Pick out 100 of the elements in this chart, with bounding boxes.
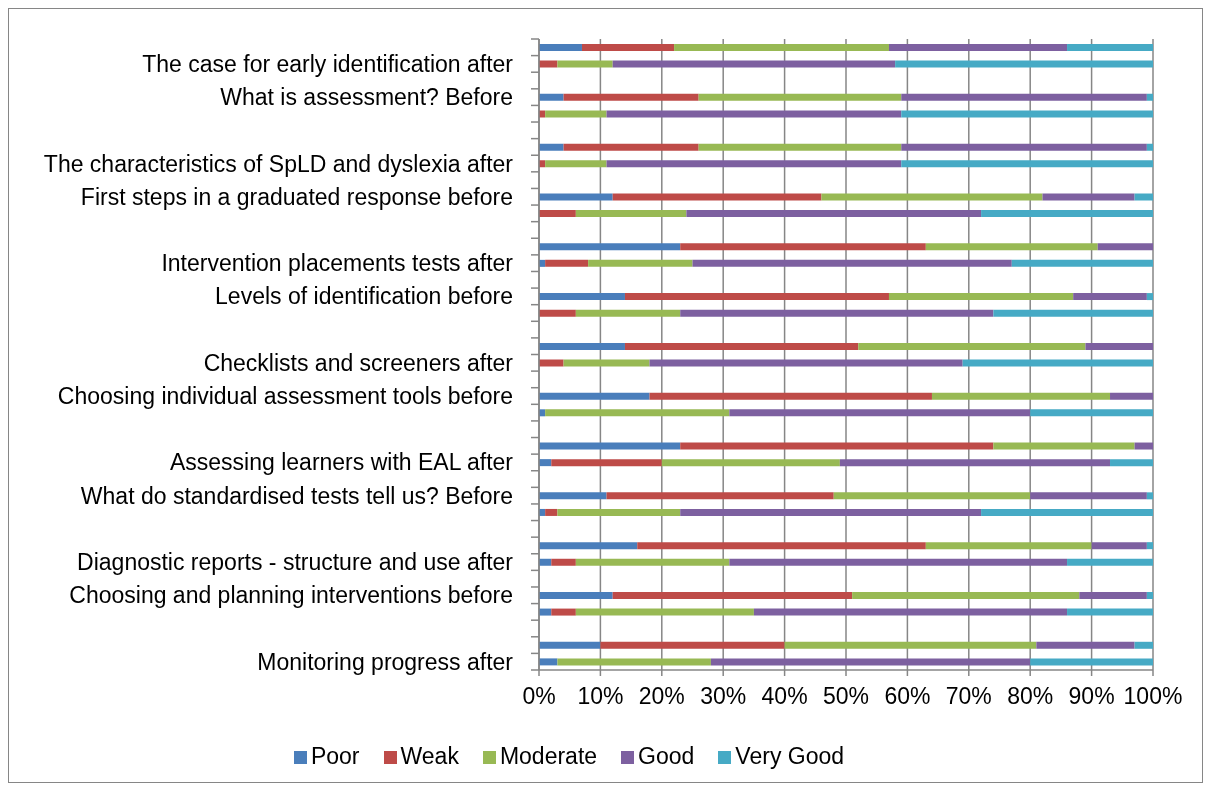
bar: [1097, 243, 1153, 251]
bar: [821, 193, 1043, 201]
y-tick-label: The case for early identification after: [142, 50, 514, 77]
bar: [1073, 293, 1147, 301]
bar: [557, 60, 613, 68]
bar: [888, 293, 1074, 301]
bar: [680, 243, 926, 251]
bar: [637, 542, 926, 550]
bar: [1067, 608, 1153, 616]
bar: [606, 492, 834, 500]
bar: [624, 342, 859, 350]
x-tick-label: 0%: [522, 683, 556, 710]
y-tick-label: Intervention placements tests after: [161, 250, 514, 277]
bar: [545, 110, 607, 118]
bar: [539, 392, 650, 400]
bar: [539, 210, 576, 218]
bar: [1134, 193, 1153, 201]
bar: [692, 259, 1012, 267]
bar: [557, 508, 681, 516]
bar: [612, 591, 853, 599]
x-tick-label: 60%: [884, 683, 931, 710]
bar: [1030, 492, 1147, 500]
bar: [575, 210, 687, 218]
bar: [698, 143, 902, 151]
bar: [1011, 259, 1153, 267]
bar: [839, 459, 1111, 467]
bar: [1030, 409, 1153, 417]
bar: [1134, 442, 1153, 450]
bar: [1042, 193, 1135, 201]
bar: [612, 60, 896, 68]
bar: [539, 658, 558, 666]
bar: [539, 143, 564, 151]
bar: [1036, 641, 1135, 649]
y-tick-label: Monitoring progress after: [257, 648, 514, 675]
bar: [551, 558, 576, 566]
bar: [674, 44, 889, 51]
x-tick-label: 70%: [945, 683, 992, 710]
bar: [551, 608, 576, 616]
bar: [539, 309, 576, 317]
bar: [981, 210, 1153, 218]
bar: [901, 143, 1147, 151]
bar: [539, 459, 552, 467]
bar: [539, 492, 607, 500]
bar: [539, 641, 601, 649]
bar: [901, 93, 1147, 101]
legend-label: Weak: [400, 743, 459, 769]
bar: [1146, 492, 1153, 500]
bar: [962, 359, 1153, 367]
y-tick-label: Assessing learners with EAL after: [169, 449, 514, 476]
bar: [1079, 591, 1147, 599]
bar: [858, 342, 1086, 350]
legend-label: Very Good: [735, 743, 845, 769]
bar: [539, 342, 625, 350]
bar: [563, 93, 699, 101]
bar: [581, 44, 675, 51]
bar: [993, 442, 1135, 450]
bar: [539, 442, 681, 450]
bar: [680, 442, 994, 450]
y-tick-label: What is assessment? Before: [220, 84, 513, 111]
bar: [539, 542, 638, 550]
bar: [539, 243, 681, 251]
bar: [784, 641, 1037, 649]
bar: [545, 409, 730, 417]
legend-label: Good: [638, 743, 695, 769]
bar: [833, 492, 1031, 500]
bar: [698, 93, 902, 101]
x-tick-label: 80%: [1007, 683, 1054, 710]
x-tick-label: 90%: [1068, 683, 1115, 710]
bar: [753, 608, 1068, 616]
bar: [901, 110, 1153, 118]
bar: [729, 558, 1068, 566]
bar: [925, 243, 1098, 251]
bar: [1091, 542, 1147, 550]
bar: [588, 259, 693, 267]
bar: [539, 608, 552, 616]
bar: [680, 508, 982, 516]
bar: [551, 459, 662, 467]
legend-label: Moderate: [499, 743, 598, 769]
bar: [680, 309, 994, 317]
bar: [888, 44, 1068, 51]
bar: [925, 542, 1092, 550]
x-tick-label: 50%: [822, 683, 870, 710]
bar: [729, 409, 1031, 417]
y-tick-label: Levels of identification before: [215, 283, 513, 310]
bar: [1067, 558, 1153, 566]
bar: [661, 459, 840, 467]
bar: [1146, 591, 1153, 599]
bar: [1030, 658, 1153, 666]
bar: [901, 160, 1153, 168]
bar: [1134, 641, 1153, 649]
bar: [545, 508, 558, 516]
bar: [575, 558, 730, 566]
bar: [539, 359, 564, 367]
bar: [606, 160, 902, 168]
bar: [686, 210, 982, 218]
bar: [575, 309, 681, 317]
bar: [545, 259, 589, 267]
bar: [981, 508, 1153, 516]
bar: [649, 359, 963, 367]
bar: [1146, 293, 1153, 301]
